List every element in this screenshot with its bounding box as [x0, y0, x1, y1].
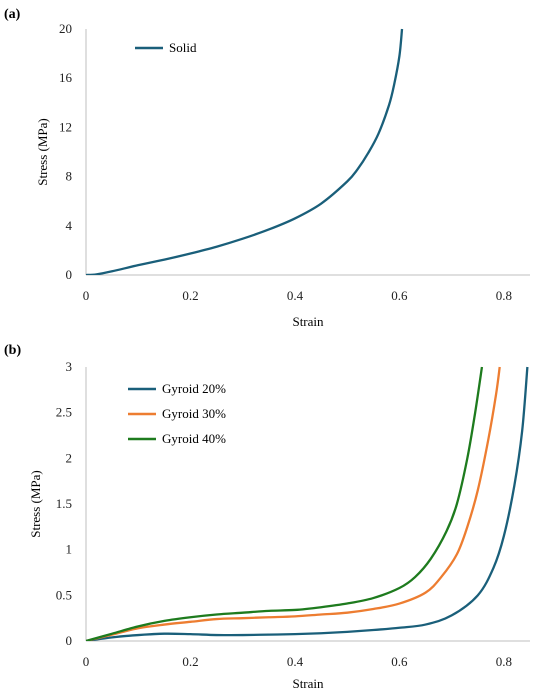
x-tick-label: 0.8 [496, 288, 512, 303]
x-axis-title: Strain [292, 676, 324, 691]
y-tick-label: 2.5 [56, 405, 72, 420]
panel-label: (a) [4, 7, 21, 22]
y-tick-label: 12 [59, 119, 72, 134]
x-tick-label: 0.4 [287, 654, 304, 669]
panel-a: (a) 0 4 8 12 16 20 0 0.2 0.4 0.6 0.8 Strain Stress (M… [4, 7, 530, 329]
series-line-solid [86, 28, 404, 275]
y-tick-label: 3 [66, 359, 73, 374]
y-tick-label: 2 [66, 450, 73, 465]
y-tick-label: 0.5 [56, 587, 72, 602]
y-axis-title: Stress (MPa) [28, 470, 43, 538]
y-tick-label: 8 [66, 169, 73, 184]
x-tick-label: 0.6 [391, 654, 408, 669]
legend-label: Gyroid 20% [162, 381, 226, 396]
y-tick-label: 0 [66, 633, 73, 648]
legend-label: Gyroid 30% [162, 406, 226, 421]
x-axis-title: Strain [292, 314, 324, 329]
x-tick-label: 0.4 [287, 288, 304, 303]
x-tick-label: 0.2 [182, 288, 198, 303]
x-tick-label: 0 [83, 654, 90, 669]
y-tick-label: 20 [59, 21, 72, 36]
y-tick-label: 1 [66, 542, 73, 557]
panel-b: (b) 0 0.5 1 1.5 2 2.5 3 0 0.2 0.4 0.6 0.8 Strain Stres… [4, 343, 530, 691]
x-tick-label: 0.2 [182, 654, 198, 669]
panel-label: (b) [4, 343, 21, 358]
x-tick-label: 0.6 [391, 288, 408, 303]
series-line-gyroid-40 [86, 366, 484, 641]
y-tick-label: 16 [59, 70, 73, 85]
y-tick-label: 4 [66, 218, 73, 233]
series-line-gyroid-20 [86, 366, 529, 641]
y-tick-label: 0 [66, 267, 73, 282]
legend-label: Gyroid 40% [162, 431, 226, 446]
x-tick-label: 0 [83, 288, 90, 303]
y-axis-title: Stress (MPa) [35, 118, 50, 186]
legend-label: Solid [169, 40, 197, 55]
x-tick-label: 0.8 [496, 654, 512, 669]
y-tick-label: 1.5 [56, 496, 72, 511]
series-line-gyroid-30 [86, 366, 501, 641]
